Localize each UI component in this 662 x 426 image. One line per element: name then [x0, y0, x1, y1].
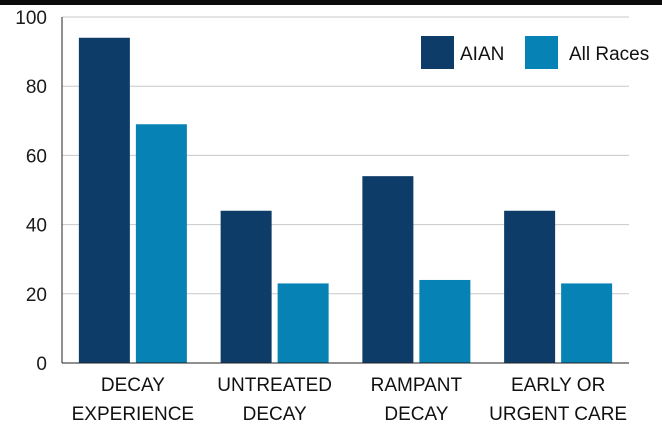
- bar-all-races: [135, 124, 187, 363]
- y-axis-ticks: 0 20 40 60 80 100: [15, 8, 47, 375]
- bars: [78, 37, 613, 363]
- x-axis-labels: DECAY EXPERIENCE UNTREATED DECAY RAMPANT DECA…: [72, 375, 627, 425]
- bar-all-races: [419, 279, 471, 363]
- x-category-label: UNTREATED: [217, 375, 332, 396]
- bar-all-races: [561, 283, 613, 363]
- legend-label: AIAN: [460, 44, 504, 65]
- bar-aian: [78, 37, 130, 363]
- x-category-label: RAMPANT: [371, 375, 463, 396]
- top-border: [0, 0, 662, 5]
- x-category-label: DECAY: [101, 375, 165, 396]
- legend-swatch: [421, 36, 454, 69]
- y-tick-label: 100: [15, 8, 47, 29]
- y-tick-label: 60: [26, 146, 47, 167]
- x-category-label: DECAY: [243, 404, 307, 425]
- y-tick-label: 40: [26, 216, 47, 237]
- bar-all-races: [277, 283, 329, 363]
- x-category-label: EXPERIENCE: [72, 404, 194, 425]
- bar-aian: [220, 210, 272, 363]
- bar-aian: [362, 176, 414, 363]
- x-category-label: URGENT CARE: [489, 404, 627, 425]
- x-category-label: EARLY OR: [511, 375, 605, 396]
- legend-label: All Races: [569, 44, 649, 65]
- y-tick-label: 80: [26, 77, 47, 98]
- legend-swatch: [525, 36, 558, 69]
- y-tick-label: 0: [36, 354, 47, 375]
- y-tick-label: 20: [26, 285, 47, 306]
- x-category-label: DECAY: [384, 404, 448, 425]
- bar-aian: [504, 210, 556, 363]
- legend: AIAN All Races: [421, 36, 649, 69]
